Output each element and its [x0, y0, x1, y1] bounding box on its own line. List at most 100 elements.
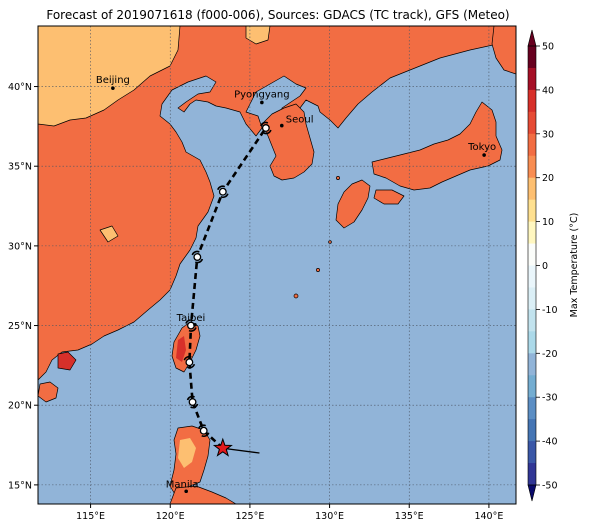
city-marker	[482, 153, 486, 157]
typhoon-symbol-eye	[188, 398, 197, 406]
island	[336, 176, 340, 180]
colorbar-bins	[528, 46, 536, 486]
tc-forecast-point	[197, 424, 210, 437]
korea-land	[261, 103, 315, 181]
map-frame	[37, 25, 517, 505]
colorbar-tick-label: 0	[542, 261, 548, 272]
lon-tick-label: 120°E	[156, 511, 185, 522]
hokkaido-land	[491, 26, 516, 75]
city-labels: Beijing Pyongyang Seoul Tokyo Taipei Manila	[96, 75, 496, 494]
colorbar-bin	[528, 331, 536, 354]
colorbar-tick-label: 50	[542, 42, 554, 53]
tc-forecast-point	[191, 250, 204, 264]
star-icon	[212, 437, 233, 457]
tc-forecast-point	[186, 395, 199, 409]
island	[328, 240, 332, 244]
colorbar-bin	[528, 111, 536, 135]
colorbar-extend-bottom	[527, 484, 537, 502]
city-label: Seoul	[286, 115, 314, 126]
colorbar-bin	[528, 177, 536, 201]
mild-patch-south	[99, 225, 119, 243]
colorbar-label: Max Temperature (°C)	[569, 213, 580, 318]
map-panel: Beijing Pyongyang Seoul Tokyo Taipei Manila 1…	[8, 25, 517, 522]
typhoon-symbol-arm	[201, 432, 210, 437]
typhoon-symbol-arm	[183, 355, 192, 361]
city-marker	[279, 123, 284, 128]
typhoon-symbol-eye	[193, 253, 202, 261]
mongolia-mild-area	[38, 26, 181, 127]
city-label: Manila	[166, 479, 199, 490]
lon-tick-label: 115°E	[76, 511, 105, 522]
colorbar-bin	[528, 419, 536, 442]
typhoon-symbol-arm	[194, 258, 204, 264]
colorbar-extend-top	[527, 29, 537, 47]
tc-track	[183, 121, 272, 457]
mild-patch-east	[245, 26, 271, 45]
colorbar-bin	[528, 353, 536, 376]
colorbar-bin	[528, 155, 536, 179]
island	[293, 293, 299, 299]
land-layer	[38, 26, 516, 504]
lat-tick-label: 40°N	[8, 82, 32, 93]
tc-forecast-points	[183, 121, 272, 437]
colorbar-ticks: 50 40 30 20 10 0 -10 -20 -30 -40 -50	[536, 42, 558, 492]
typhoon-symbol-arm	[263, 129, 272, 135]
honshu-land	[371, 101, 503, 191]
tc-forecast-point	[260, 121, 272, 135]
gridlines	[38, 26, 516, 504]
colorbar-tick-label: -50	[542, 481, 558, 492]
typhoon-symbol-arm	[217, 185, 226, 191]
axis-ticks: 115°E 120°E 125°E 130°E 135°E 140°E 15°N 20°N 25…	[8, 82, 503, 522]
typhoon-symbol-arm	[220, 193, 229, 198]
city-marker	[260, 100, 264, 105]
typhoon-symbol-arm	[191, 250, 200, 256]
lon-tick-label: 140°E	[474, 511, 503, 522]
typhoon-symbol-arm	[190, 403, 199, 409]
city-marker	[193, 322, 197, 327]
colorbar-bin	[528, 46, 536, 69]
colorbar-bin	[528, 243, 536, 266]
colorbar-bin	[528, 463, 536, 486]
typhoon-symbol-eye	[185, 358, 194, 367]
taiwan-hot-area	[176, 336, 186, 362]
city-label: Pyongyang	[234, 89, 289, 100]
colorbar-tick-label: -10	[542, 305, 558, 316]
lat-tick-label: 20°N	[8, 401, 32, 412]
lat-tick-label: 15°N	[8, 480, 32, 491]
figure-title: Forecast of 2019071618 (f000-006), Sourc…	[46, 8, 509, 22]
colorbar-tick-label: 40	[542, 85, 554, 96]
hot-patch-south	[57, 351, 77, 371]
typhoon-symbol-eye	[218, 187, 227, 196]
colorbar-tick-label: -20	[542, 349, 558, 360]
colorbar-bin	[528, 89, 536, 113]
typhoon-symbol-arm	[185, 319, 194, 324]
typhoon-symbol-arm	[186, 395, 195, 401]
colorbar-bin	[528, 397, 536, 420]
typhoon-symbol-eye	[261, 124, 270, 132]
tc-forecast-point	[185, 319, 197, 332]
typhoon-symbol-eye	[199, 426, 208, 435]
lon-tick-label: 130°E	[315, 511, 344, 522]
city-label: Tokyo	[467, 142, 496, 153]
luzon-mild-area	[178, 438, 196, 468]
colorbar-bin	[528, 287, 536, 310]
lat-tick-label: 25°N	[8, 321, 32, 332]
lat-tick-label: 35°N	[8, 162, 32, 173]
colorbar-bin	[528, 375, 536, 398]
colorbar-tick-label: -40	[542, 437, 558, 448]
colorbar-tick-label: 20	[542, 173, 554, 184]
typhoon-symbol-arm	[260, 121, 269, 127]
city-marker	[184, 489, 188, 494]
colorbar-tick-label: -30	[542, 393, 558, 404]
city-marker	[111, 86, 115, 90]
tc-motion-vector	[222, 447, 260, 454]
colorbar-bin	[528, 265, 536, 288]
kyushu-land	[335, 179, 371, 229]
lat-tick-label: 30°N	[8, 241, 32, 252]
tc-forecast-point	[183, 355, 196, 369]
shikoku-land	[373, 189, 405, 205]
colorbar-tick-label: 10	[542, 217, 554, 228]
island	[316, 268, 320, 272]
colorbar-bin	[528, 309, 536, 332]
